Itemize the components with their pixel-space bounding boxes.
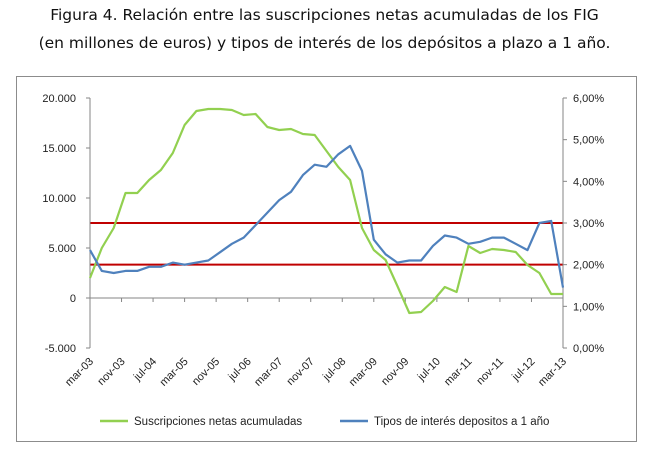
left-axis-tick-label: 5.000 — [48, 243, 76, 255]
right-axis-tick-label: 6,00% — [573, 93, 604, 105]
x-axis-tick-label: jul-06 — [226, 356, 254, 384]
right-axis-tick-label: 5,00% — [573, 135, 604, 147]
x-axis-tick-label: mar-07 — [252, 356, 285, 389]
right-axis-tick-label: 0,00% — [573, 343, 604, 355]
x-axis-tick-label: nov-11 — [474, 356, 506, 388]
x-axis-tick-label: mar-03 — [63, 356, 96, 389]
legend-label: Tipos de interés depositos a 1 año — [374, 416, 549, 428]
figure-title-line-2: (en millones de euros) y tipos de interé… — [38, 34, 611, 52]
right-axis-tick-label: 1,00% — [573, 301, 604, 313]
x-axis-tick-label: jul-04 — [131, 356, 159, 384]
x-axis-tick-label: mar-05 — [158, 356, 191, 389]
x-axis-tick-label: nov-07 — [285, 356, 317, 388]
legend: Suscripciones netas acumuladas Tipos de i… — [100, 416, 549, 428]
chart-frame — [16, 76, 637, 442]
legend-label: Suscripciones netas acumuladas — [134, 416, 302, 428]
x-axis-tick-label: jul-08 — [320, 356, 348, 384]
figure-title-line-1: Figura 4. Relación entre las suscripcion… — [50, 6, 599, 24]
right-axis-tick-label: 4,00% — [573, 176, 604, 188]
left-axis-tick-label: 15.000 — [42, 143, 76, 155]
left-axis-tick-label: 20.000 — [42, 93, 76, 105]
right-axis-tick-label: 2,00% — [573, 260, 604, 272]
left-axis-tick-label: 10.000 — [42, 193, 76, 205]
left-axis-tick-label: -5.000 — [45, 343, 76, 355]
x-axis-tick-label: nov-05 — [190, 356, 222, 388]
x-axis-tick-label: mar-11 — [442, 356, 475, 389]
axes: -5.000 0 5.000 10.000 15.000 20.000 0,00% 1,00%… — [42, 93, 604, 389]
series-layer — [88, 107, 565, 315]
x-axis-tick-label: jul-12 — [509, 356, 537, 384]
x-axis-tick-label: nov-09 — [379, 356, 411, 388]
right-axis-tick-label: 3,00% — [573, 218, 604, 230]
series-line-suscripciones — [88, 107, 563, 315]
x-axis-tick-label: nov-03 — [95, 356, 127, 388]
x-axis-tick-label: mar-13 — [536, 356, 569, 389]
left-axis-tick-label: 0 — [70, 293, 76, 305]
reference-lines — [90, 222, 563, 266]
series-line-tipos-interes — [89, 144, 565, 288]
x-axis-tick-label: mar-09 — [347, 356, 380, 389]
x-axis-tick-label: jul-10 — [415, 356, 443, 384]
